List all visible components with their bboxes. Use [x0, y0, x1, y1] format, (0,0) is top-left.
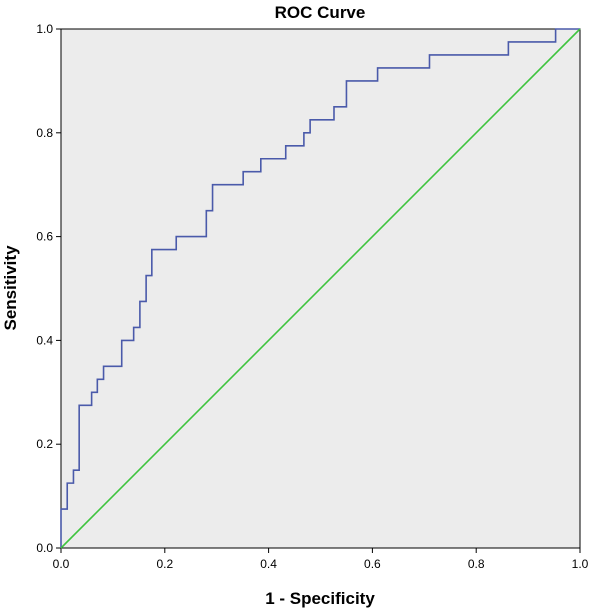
- y-tick-label: 0.4: [36, 333, 53, 347]
- x-tick-label: 1.0: [572, 557, 589, 571]
- y-axis-label: Sensitivity: [1, 245, 20, 331]
- x-tick-label: 0.0: [53, 557, 70, 571]
- y-tick-label: 0.6: [36, 230, 53, 244]
- x-tick-label: 0.4: [260, 557, 277, 571]
- roc-curve-line: [60, 28, 580, 548]
- y-tick-label: 0.0: [36, 541, 53, 555]
- x-axis-label: 1 - Specificity: [265, 589, 375, 608]
- axis-ticks: 0.0 0.2 0.4 0.6 0.8 1.0 0.0 0.2 0.4 0.6 0.8 1.0: [36, 22, 588, 571]
- x-tick-label: 0.6: [364, 557, 381, 571]
- y-tick-label: 1.0: [36, 22, 53, 36]
- reference-diagonal-line: [60, 28, 581, 549]
- x-tick-label: 0.8: [468, 557, 485, 571]
- y-tick-label: 0.2: [36, 437, 53, 451]
- y-tick-label: 0.8: [36, 126, 53, 140]
- x-tick-label: 0.2: [156, 557, 173, 571]
- chart-title: ROC Curve: [275, 3, 366, 22]
- series-layer: [60, 28, 581, 549]
